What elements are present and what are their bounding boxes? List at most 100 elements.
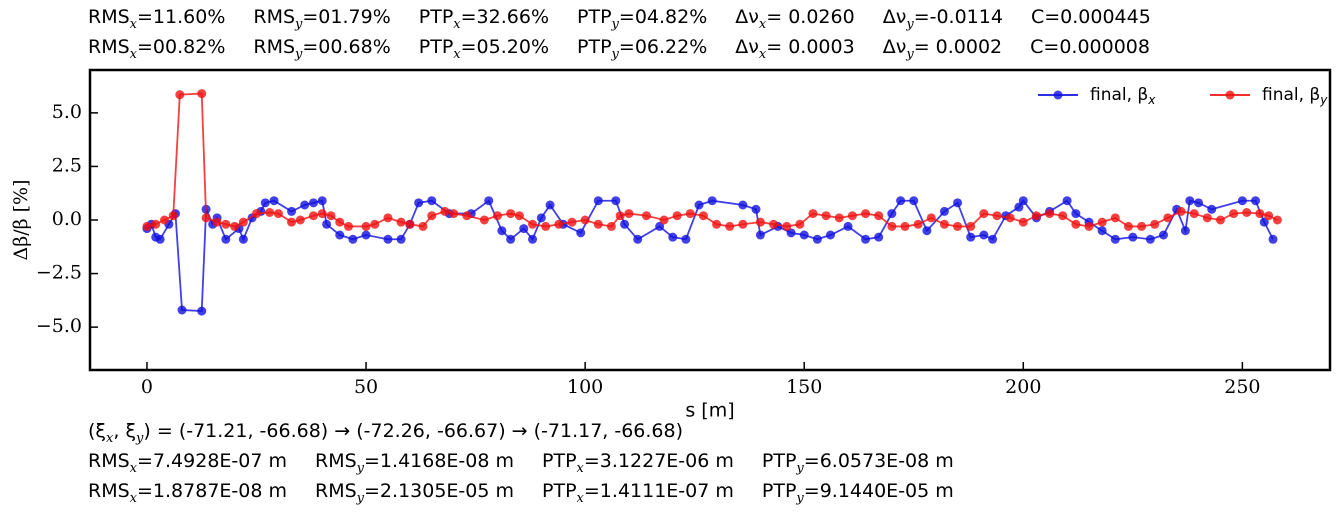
stat-subscript: x bbox=[758, 46, 767, 62]
data-point bbox=[252, 209, 262, 219]
stat-subscript: y bbox=[906, 16, 914, 32]
data-point bbox=[528, 234, 538, 244]
data-point bbox=[1272, 215, 1282, 225]
data-point bbox=[769, 219, 779, 229]
data-point bbox=[1005, 213, 1015, 223]
stat-label: PTP bbox=[418, 6, 454, 28]
data-point bbox=[979, 230, 989, 240]
stat-value: =9.1440E-05 m bbox=[803, 480, 954, 502]
stat: RMSy=2.1305E-05 m bbox=[315, 480, 514, 506]
data-point bbox=[361, 230, 371, 240]
x-tick-label: 50 bbox=[354, 376, 378, 398]
data-point bbox=[1058, 211, 1068, 221]
data-point bbox=[1045, 209, 1055, 219]
data-point bbox=[900, 221, 910, 231]
stat-label: RMS bbox=[88, 450, 130, 472]
stat-subscript: x bbox=[129, 460, 137, 476]
data-point bbox=[1158, 230, 1168, 240]
data-point bbox=[992, 211, 1002, 221]
stat-label: C=0.000445 bbox=[1030, 6, 1151, 28]
stat-value: =-0.0114 bbox=[913, 6, 1003, 28]
stat-subscript: y bbox=[356, 490, 365, 506]
data-point bbox=[265, 208, 275, 217]
data-point bbox=[712, 219, 722, 229]
stat-label: Δν bbox=[735, 36, 759, 58]
data-point bbox=[668, 232, 678, 242]
stat: PTPx=05.20% bbox=[419, 36, 549, 62]
stat-label: (ξ bbox=[88, 420, 107, 442]
stat: PTPy=04.82% bbox=[577, 6, 707, 32]
stat-subscript: y bbox=[295, 16, 303, 32]
legend-subscript: y bbox=[1319, 93, 1328, 107]
stat: RMSx=1.8787E-08 m bbox=[88, 480, 287, 506]
data-point bbox=[383, 213, 393, 223]
stat-subscript: x bbox=[758, 16, 767, 32]
data-point bbox=[541, 221, 551, 231]
data-point bbox=[545, 200, 555, 210]
y-tick-label: 0.0 bbox=[52, 208, 82, 230]
stat: PTPx=3.1227E-06 m bbox=[542, 450, 734, 476]
data-point bbox=[887, 221, 897, 231]
data-point bbox=[1255, 209, 1265, 219]
data-point bbox=[1215, 215, 1225, 225]
y-tick-label: 5.0 bbox=[52, 101, 82, 123]
data-point bbox=[896, 196, 906, 206]
stat-value: ) = (-71.21, -66.68) → (-72.26, -66.67) … bbox=[143, 420, 684, 442]
data-point bbox=[1259, 217, 1269, 227]
data-point bbox=[326, 211, 336, 221]
chroma-line: (ξx, ξy) = (-71.21, -66.68) → (-72.26, -… bbox=[88, 420, 683, 446]
data-point bbox=[979, 209, 989, 219]
header-line: RMSx=11.60% RMSy=01.79% PTPx=32.66% PTPy=04… bbox=[88, 6, 1179, 32]
legend-marker bbox=[1053, 90, 1063, 100]
stat: Δνx= 0.0260 bbox=[735, 6, 854, 32]
data-point bbox=[782, 221, 792, 231]
stat: Δνy= 0.0002 bbox=[883, 36, 1002, 62]
stat-subscript: x bbox=[453, 16, 461, 32]
y-tick-label: −2.5 bbox=[36, 262, 82, 284]
data-point bbox=[269, 196, 279, 206]
data-point bbox=[593, 219, 603, 229]
stat-value: = 0.0003 bbox=[766, 36, 855, 58]
data-point bbox=[755, 217, 765, 227]
stat-value: =1.4111E-07 m bbox=[583, 480, 734, 502]
stat-value: =01.79% bbox=[302, 6, 391, 28]
stat-label: , ξ bbox=[113, 420, 137, 442]
legend-label: final, βy bbox=[1262, 85, 1328, 107]
data-point bbox=[799, 230, 809, 240]
stat: Δνx= 0.0003 bbox=[735, 36, 854, 62]
stat-subscript: x bbox=[129, 16, 137, 32]
data-point bbox=[212, 217, 222, 227]
data-point bbox=[554, 219, 564, 229]
legend-name: final, β bbox=[1090, 85, 1148, 105]
data-point bbox=[230, 221, 240, 231]
data-point bbox=[620, 219, 630, 229]
data-point bbox=[939, 219, 949, 229]
header-line: RMSx=00.82% RMSy=00.68% PTPx=05.20% PTPy=06… bbox=[88, 36, 1178, 62]
legend-subscript: x bbox=[1147, 93, 1156, 107]
data-point bbox=[966, 221, 976, 231]
data-point bbox=[834, 213, 844, 223]
stat-label: RMS bbox=[253, 36, 296, 58]
stat-label: Δν bbox=[882, 6, 907, 28]
stat: Δνy=-0.0114 bbox=[883, 6, 1003, 32]
stat: PTPx=1.4111E-07 m bbox=[542, 480, 734, 506]
data-point bbox=[1264, 211, 1274, 221]
stat-subscript: x bbox=[129, 46, 137, 62]
data-point bbox=[519, 224, 529, 234]
data-point bbox=[168, 211, 178, 221]
data-point bbox=[1018, 196, 1028, 206]
data-point bbox=[335, 217, 345, 227]
data-point bbox=[751, 204, 761, 214]
data-point bbox=[449, 209, 459, 219]
stat-value: =1.4168E-08 m bbox=[364, 450, 515, 472]
data-point bbox=[1202, 213, 1212, 223]
data-point bbox=[659, 215, 669, 225]
data-point bbox=[155, 234, 165, 244]
data-point bbox=[151, 219, 161, 229]
stat-label: PTP bbox=[761, 480, 797, 502]
data-point bbox=[414, 198, 424, 208]
stat-label: RMS bbox=[88, 480, 130, 502]
data-point bbox=[795, 219, 805, 229]
data-point bbox=[536, 213, 546, 223]
data-point bbox=[295, 215, 305, 225]
